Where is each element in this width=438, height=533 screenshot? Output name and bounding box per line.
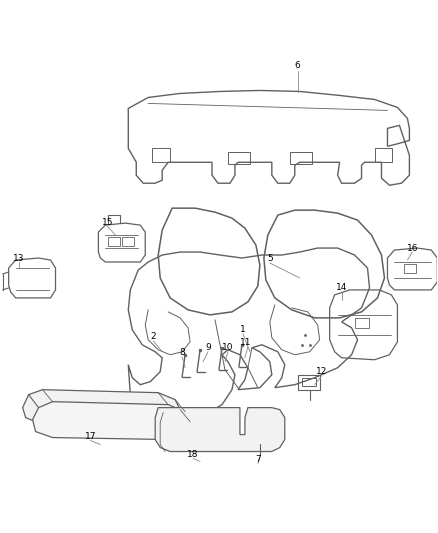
Text: 16: 16 (406, 244, 418, 253)
Text: 11: 11 (240, 338, 252, 348)
Text: 13: 13 (13, 254, 25, 263)
Text: 9: 9 (205, 343, 211, 352)
Text: 8: 8 (179, 348, 185, 357)
Text: 2: 2 (150, 332, 156, 341)
Text: 10: 10 (222, 343, 234, 352)
Text: 12: 12 (316, 367, 327, 376)
Bar (228, 152, 250, 164)
Text: 6: 6 (295, 61, 300, 70)
Text: 15: 15 (102, 217, 113, 227)
Bar (302, 378, 316, 386)
Bar (108, 237, 120, 246)
Text: 14: 14 (336, 284, 347, 293)
Text: 18: 18 (187, 450, 199, 459)
Bar (250, 419, 270, 435)
Bar (290, 152, 312, 164)
Polygon shape (23, 390, 180, 427)
Polygon shape (32, 402, 190, 440)
Bar (122, 237, 134, 246)
Text: 1: 1 (240, 325, 246, 334)
Bar (404, 264, 417, 273)
Text: 17: 17 (85, 432, 96, 441)
Bar (152, 148, 170, 162)
Text: 7: 7 (255, 455, 261, 464)
Polygon shape (155, 408, 285, 451)
Bar (355, 318, 368, 328)
Bar (374, 148, 392, 162)
Text: 5: 5 (267, 254, 273, 263)
Bar (298, 375, 320, 390)
